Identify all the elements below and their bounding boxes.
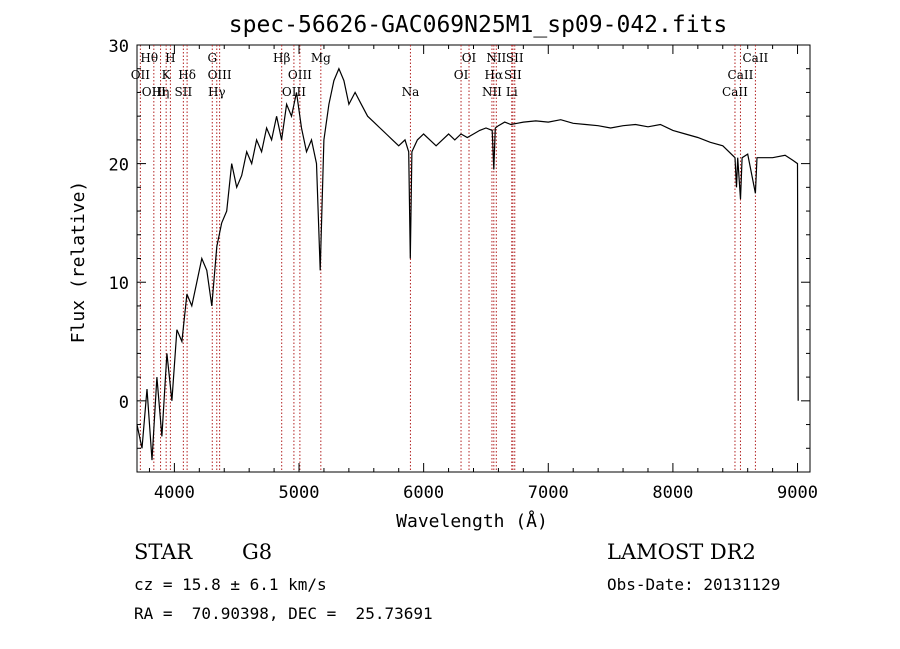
line-label: K — [162, 68, 172, 82]
x-axis-label: Wavelength (Å) — [396, 510, 548, 532]
x-tick-label: 8000 — [652, 483, 693, 503]
object-class: STAR — [134, 540, 193, 564]
redshift-value: cz = 15.8 ± 6.1 km/s — [134, 575, 327, 594]
y-axis: 0 10 20 30 — [109, 37, 810, 473]
line-label: H — [165, 51, 175, 65]
line-label: OI — [462, 51, 477, 65]
y-tick-label: 30 — [109, 37, 129, 57]
line-label: OIII — [208, 68, 232, 82]
object-subclass: G8 — [242, 540, 273, 564]
plot-border — [136, 44, 811, 473]
y-tick-label: 0 — [119, 393, 129, 413]
x-tick-label: 9000 — [777, 483, 818, 503]
observation-date: Obs-Date: 20131129 — [607, 575, 781, 594]
line-label: OIII — [288, 68, 312, 82]
spectrum-line — [136, 67, 799, 461]
line-label: SII — [504, 68, 522, 82]
line-label: Na — [402, 85, 420, 99]
x-tick-label: 5000 — [279, 483, 320, 503]
line-label: CaII — [728, 68, 754, 82]
line-label: Mg — [311, 51, 331, 65]
plot-frame — [136, 44, 811, 473]
x-tick-label: 4000 — [154, 483, 195, 503]
line-label: SII — [506, 51, 524, 65]
line-label: OI — [454, 68, 469, 82]
x-axis: 4000 5000 6000 7000 8000 9000 — [148, 45, 818, 503]
y-tick-label: 20 — [109, 156, 129, 176]
line-label: Hβ — [273, 51, 290, 65]
chart-title: spec-56626-GAC069N25M1_sp09-042.fits — [229, 12, 728, 38]
line-label: Hθ — [140, 51, 158, 65]
x-tick-label: 7000 — [528, 483, 569, 503]
line-label: Hη — [152, 85, 170, 99]
line-label: CaII — [722, 85, 748, 99]
line-label: OIII — [142, 85, 166, 99]
line-label: OII — [131, 68, 151, 82]
coordinates: RA = 70.90398, DEC = 25.73691 — [134, 604, 433, 623]
line-label: NII — [486, 51, 506, 65]
line-label: SII — [175, 85, 193, 99]
spectrum-series — [136, 67, 799, 461]
line-label: NII — [482, 85, 502, 99]
line-label: Hα — [485, 68, 504, 82]
line-label: Hδ — [178, 68, 196, 82]
line-label: Hγ — [208, 85, 226, 99]
y-axis-label: Flux (relative) — [68, 181, 89, 344]
x-tick-label: 6000 — [403, 483, 444, 503]
line-label: CaII — [742, 51, 768, 65]
spectral-line-markers — [139, 45, 756, 472]
survey-name: LAMOST DR2 — [607, 540, 756, 564]
line-label: G — [207, 51, 217, 65]
y-tick-label: 10 — [109, 274, 129, 294]
line-label: Li — [506, 85, 518, 99]
line-label: OIII — [282, 85, 306, 99]
